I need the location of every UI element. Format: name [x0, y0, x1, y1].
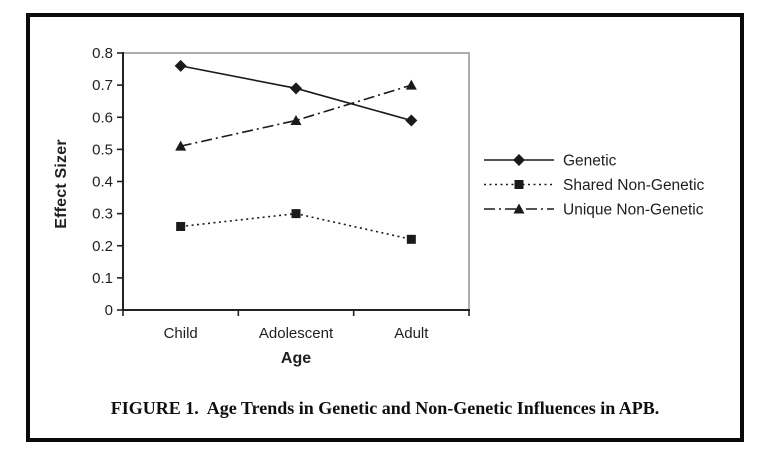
series-unique-non-genetic-line [180, 84, 412, 147]
x-tick-label: Child [164, 325, 198, 342]
y-tick-label: 0.8 [92, 45, 113, 62]
y-tick-label: 0.7 [92, 77, 113, 94]
y-tick-label: 0.5 [92, 141, 113, 158]
figure-caption: FIGURE 1. Age Trends in Genetic and Non-… [110, 398, 660, 418]
series-shared-non-genetic-marker [291, 209, 301, 219]
x-axis-title: Age [280, 350, 312, 367]
series-genetic-marker [290, 82, 302, 95]
y-tick-label: 0 [105, 302, 113, 319]
legend-genetic-label: Genetic [563, 153, 617, 170]
series-genetic-marker [405, 114, 418, 127]
series-shared-non-genetic-marker [176, 221, 186, 231]
figure-border [26, 13, 744, 442]
legend-unique-non-genetic-sample-marker [513, 203, 525, 214]
legend-shared-non-genetic-label: Shared Non-Genetic [563, 177, 705, 194]
legend-shared-non-genetic-sample-marker [514, 180, 524, 189]
series-unique-non-genetic-marker [175, 140, 187, 151]
series-genetic-marker [174, 59, 187, 72]
legend-genetic-sample-marker [513, 154, 525, 166]
y-axis-title: Effect Sizer [53, 139, 70, 229]
series-unique-non-genetic-marker [405, 79, 417, 90]
legend-unique-non-genetic-label: Unique Non-Genetic [563, 202, 704, 219]
y-tick-label: 0.1 [92, 270, 113, 287]
x-tick-label: Adolescent [259, 325, 334, 342]
y-tick-label: 0.4 [92, 174, 113, 191]
y-tick-label: 0.6 [92, 109, 113, 126]
y-tick-label: 0.2 [92, 238, 113, 255]
x-tick-label: Adult [394, 325, 429, 342]
series-unique-non-genetic-marker [290, 114, 302, 125]
series-shared-non-genetic-marker [406, 234, 416, 244]
y-tick-label: 0.3 [92, 206, 113, 223]
